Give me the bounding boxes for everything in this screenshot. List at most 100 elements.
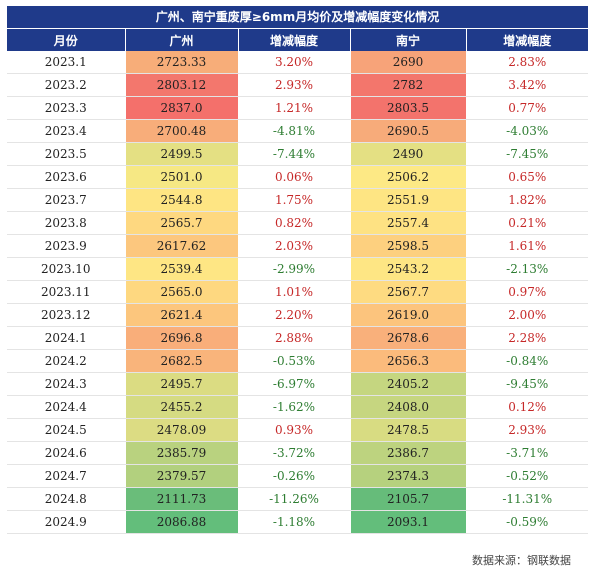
month-cell: 2024.8 [7,487,125,511]
month-cell: 2023.10 [7,257,125,281]
nanning-price-cell: 2690.5 [349,119,467,143]
guangzhou-change-cell: 2.88% [238,326,350,350]
guangzhou-change-cell: -0.26% [238,464,350,488]
nanning-change-cell: -0.52% [466,464,588,488]
header-row: 月份 广州 增减幅度 南宁 增减幅度 [7,29,588,51]
guangzhou-change-cell: -3.72% [238,441,350,465]
nanning-change-cell: 3.42% [466,73,588,97]
guangzhou-change-cell: 1.01% [238,280,350,304]
nanning-price-cell: 2656.3 [349,349,467,373]
nanning-change-cell: 2.83% [466,51,588,74]
month-cell: 2024.6 [7,441,125,465]
nanning-change-cell: -4.03% [466,119,588,143]
nanning-change-cell: -0.84% [466,349,588,373]
guangzhou-price-cell: 2539.4 [124,257,239,281]
nanning-price-cell: 2105.7 [349,487,467,511]
header-nanning-change: 增减幅度 [465,29,588,51]
nanning-price-cell: 2690 [349,51,467,74]
nanning-change-cell: 2.00% [466,303,588,327]
nanning-change-cell: -11.31% [466,487,588,511]
table-row: 2023.12 2621.4 2.20% 2619.0 2.00% [7,303,588,327]
guangzhou-price-cell: 2696.8 [124,326,239,350]
table-row: 2023.2 2803.12 2.93% 2782 3.42% [7,73,588,97]
nanning-price-cell: 2374.3 [349,464,467,488]
table-row: 2023.5 2499.5 -7.44% 2490 -7.45% [7,142,588,166]
month-cell: 2023.7 [7,188,125,212]
guangzhou-price-cell: 2837.0 [124,96,239,120]
table-row: 2023.9 2617.62 2.03% 2598.5 1.61% [7,234,588,258]
guangzhou-price-cell: 2455.2 [124,395,239,419]
guangzhou-change-cell: -1.18% [238,510,350,534]
table-row: 2024.1 2696.8 2.88% 2678.6 2.28% [7,326,588,350]
table-row: 2023.1 2723.33 3.20% 2690 2.83% [7,51,588,74]
nanning-change-cell: -3.71% [466,441,588,465]
guangzhou-price-cell: 2379.57 [124,464,239,488]
guangzhou-change-cell: 2.93% [238,73,350,97]
guangzhou-price-cell: 2621.4 [124,303,239,327]
guangzhou-change-cell: -6.97% [238,372,350,396]
month-cell: 2023.8 [7,211,125,235]
guangzhou-change-cell: -4.81% [238,119,350,143]
guangzhou-price-cell: 2501.0 [124,165,239,189]
guangzhou-change-cell: 3.20% [238,51,350,74]
table-row: 2024.4 2455.2 -1.62% 2408.0 0.12% [7,395,588,419]
guangzhou-change-cell: 0.82% [238,211,350,235]
guangzhou-price-cell: 2544.8 [124,188,239,212]
guangzhou-change-cell: 2.20% [238,303,350,327]
guangzhou-price-cell: 2803.12 [124,73,239,97]
guangzhou-price-cell: 2499.5 [124,142,239,166]
table-row: 2024.3 2495.7 -6.97% 2405.2 -9.45% [7,372,588,396]
table-row: 2023.7 2544.8 1.75% 2551.9 1.82% [7,188,588,212]
nanning-price-cell: 2408.0 [349,395,467,419]
guangzhou-change-cell: 2.03% [238,234,350,258]
guangzhou-price-cell: 2495.7 [124,372,239,396]
nanning-change-cell: 0.65% [466,165,588,189]
month-cell: 2023.2 [7,73,125,97]
nanning-price-cell: 2803.5 [349,96,467,120]
header-month: 月份 [7,29,125,51]
nanning-change-cell: 2.93% [466,418,588,442]
header-guangzhou: 广州 [124,29,238,51]
guangzhou-change-cell: 0.06% [238,165,350,189]
month-cell: 2023.6 [7,165,125,189]
nanning-change-cell: -0.59% [466,510,588,534]
header-nanning: 南宁 [349,29,466,51]
price-table-panel: 广州、南宁重废厚≥6mm月均价及增减幅度变化情况 月份 广州 增减幅度 南宁 增… [7,6,588,534]
guangzhou-change-cell: 1.21% [238,96,350,120]
month-cell: 2024.4 [7,395,125,419]
table-row: 2023.3 2837.0 1.21% 2803.5 0.77% [7,96,588,120]
nanning-price-cell: 2551.9 [349,188,467,212]
month-cell: 2023.4 [7,119,125,143]
nanning-price-cell: 2557.4 [349,211,467,235]
table-row: 2024.7 2379.57 -0.26% 2374.3 -0.52% [7,464,588,488]
table-row: 2023.8 2565.7 0.82% 2557.4 0.21% [7,211,588,235]
guangzhou-price-cell: 2086.88 [124,510,239,534]
guangzhou-price-cell: 2111.73 [124,487,239,511]
table-row: 2023.4 2700.48 -4.81% 2690.5 -4.03% [7,119,588,143]
month-cell: 2024.2 [7,349,125,373]
month-cell: 2023.1 [7,51,125,74]
guangzhou-price-cell: 2478.09 [124,418,239,442]
guangzhou-change-cell: -1.62% [238,395,350,419]
table-row: 2024.9 2086.88 -1.18% 2093.1 -0.59% [7,510,588,534]
month-cell: 2024.7 [7,464,125,488]
month-cell: 2024.5 [7,418,125,442]
nanning-price-cell: 2598.5 [349,234,467,258]
nanning-price-cell: 2619.0 [349,303,467,327]
guangzhou-change-cell: -0.53% [238,349,350,373]
month-cell: 2024.3 [7,372,125,396]
month-cell: 2023.3 [7,96,125,120]
table-row: 2024.6 2385.79 -3.72% 2386.7 -3.71% [7,441,588,465]
guangzhou-change-cell: -11.26% [238,487,350,511]
guangzhou-price-cell: 2723.33 [124,51,239,74]
table-row: 2023.11 2565.0 1.01% 2567.7 0.97% [7,280,588,304]
nanning-change-cell: 1.61% [466,234,588,258]
guangzhou-price-cell: 2565.0 [124,280,239,304]
guangzhou-change-cell: -7.44% [238,142,350,166]
guangzhou-change-cell: -2.99% [238,257,350,281]
guangzhou-change-cell: 0.93% [238,418,350,442]
nanning-price-cell: 2543.2 [349,257,467,281]
data-source-note: 数据来源：钢联数据 [472,554,571,567]
nanning-change-cell: -9.45% [466,372,588,396]
nanning-price-cell: 2678.6 [349,326,467,350]
